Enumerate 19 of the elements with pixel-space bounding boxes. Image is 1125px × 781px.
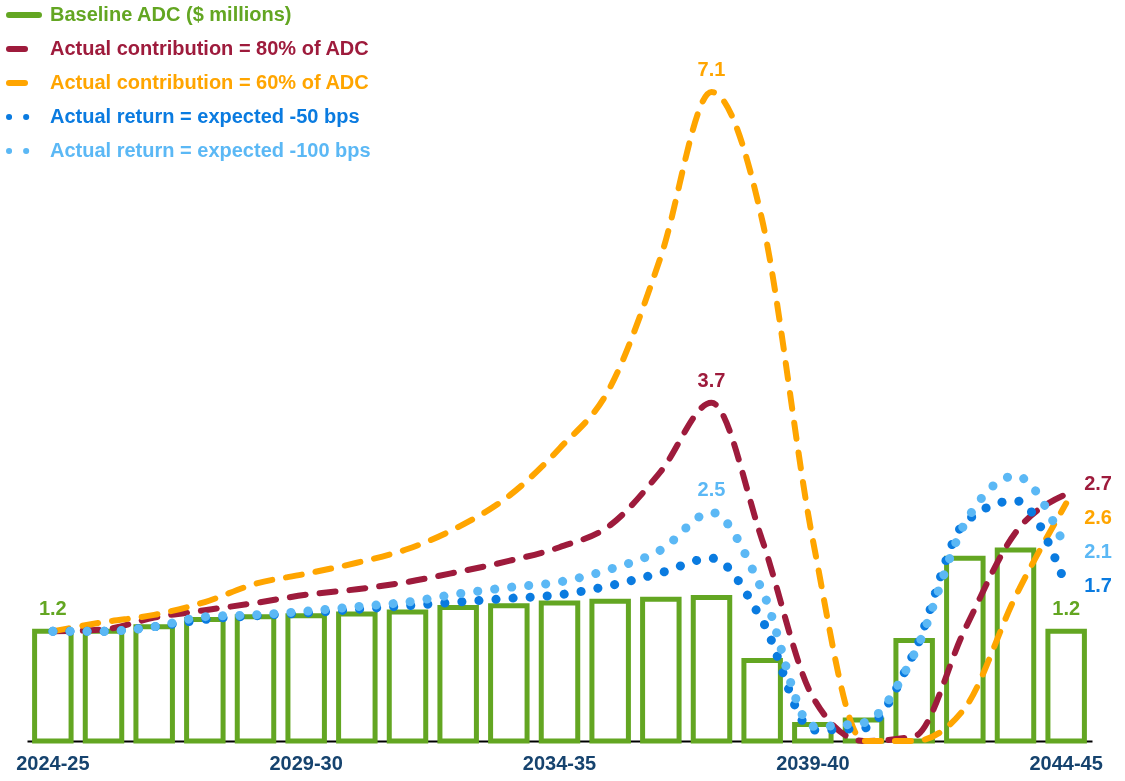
legend-label: Actual contribution = 80% of ADC bbox=[50, 37, 369, 59]
data-label: 2.6 bbox=[1084, 506, 1112, 529]
legend-label: Actual return = expected -100 bps bbox=[50, 139, 371, 161]
legend-label: Baseline ADC ($ millions) bbox=[50, 3, 292, 25]
x-tick-label: 2034-35 bbox=[522, 751, 597, 774]
data-label: 7.1 bbox=[697, 58, 726, 80]
data-label: 1.2 bbox=[1052, 597, 1081, 620]
data-label: 2.1 bbox=[1084, 540, 1112, 563]
x-tick-label: 2044-45 bbox=[1029, 751, 1103, 774]
x-tick-label: 2024-25 bbox=[16, 751, 90, 774]
x-tick-label: 2029-30 bbox=[269, 751, 343, 774]
legend-label: Actual contribution = 60% of ADC bbox=[50, 71, 369, 93]
data-label: 1.2 bbox=[38, 597, 67, 620]
data-label: 1.7 bbox=[1084, 574, 1112, 597]
data-label: 2.5 bbox=[697, 478, 726, 501]
data-label: 2.7 bbox=[1084, 472, 1112, 495]
data-label: 3.7 bbox=[697, 368, 726, 391]
x-tick-label: 2039-40 bbox=[776, 751, 850, 774]
legend-label: Actual return = expected -50 bps bbox=[50, 105, 360, 127]
